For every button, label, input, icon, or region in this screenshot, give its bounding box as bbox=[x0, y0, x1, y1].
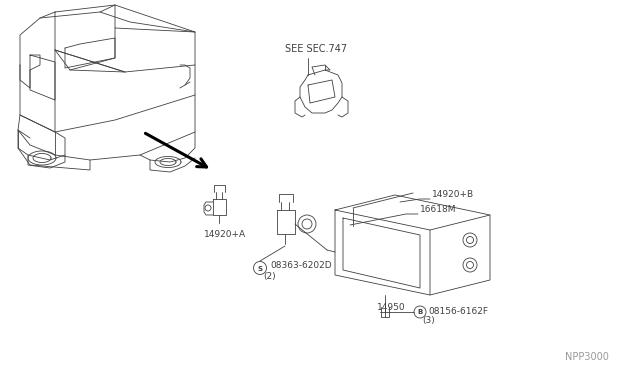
Text: 16618M: 16618M bbox=[420, 205, 456, 214]
Text: 08363-6202D: 08363-6202D bbox=[270, 261, 332, 270]
Text: SEE SEC.747: SEE SEC.747 bbox=[285, 44, 347, 54]
Text: B: B bbox=[417, 310, 423, 315]
Text: 14920+B: 14920+B bbox=[432, 190, 474, 199]
Text: S: S bbox=[257, 266, 262, 272]
Text: NPP3000: NPP3000 bbox=[565, 352, 609, 362]
Text: 14950: 14950 bbox=[377, 303, 406, 312]
Text: (3): (3) bbox=[422, 316, 435, 325]
Text: 14920+A: 14920+A bbox=[204, 230, 246, 239]
Text: 08156-6162F: 08156-6162F bbox=[428, 307, 488, 316]
Text: (2): (2) bbox=[263, 272, 276, 281]
